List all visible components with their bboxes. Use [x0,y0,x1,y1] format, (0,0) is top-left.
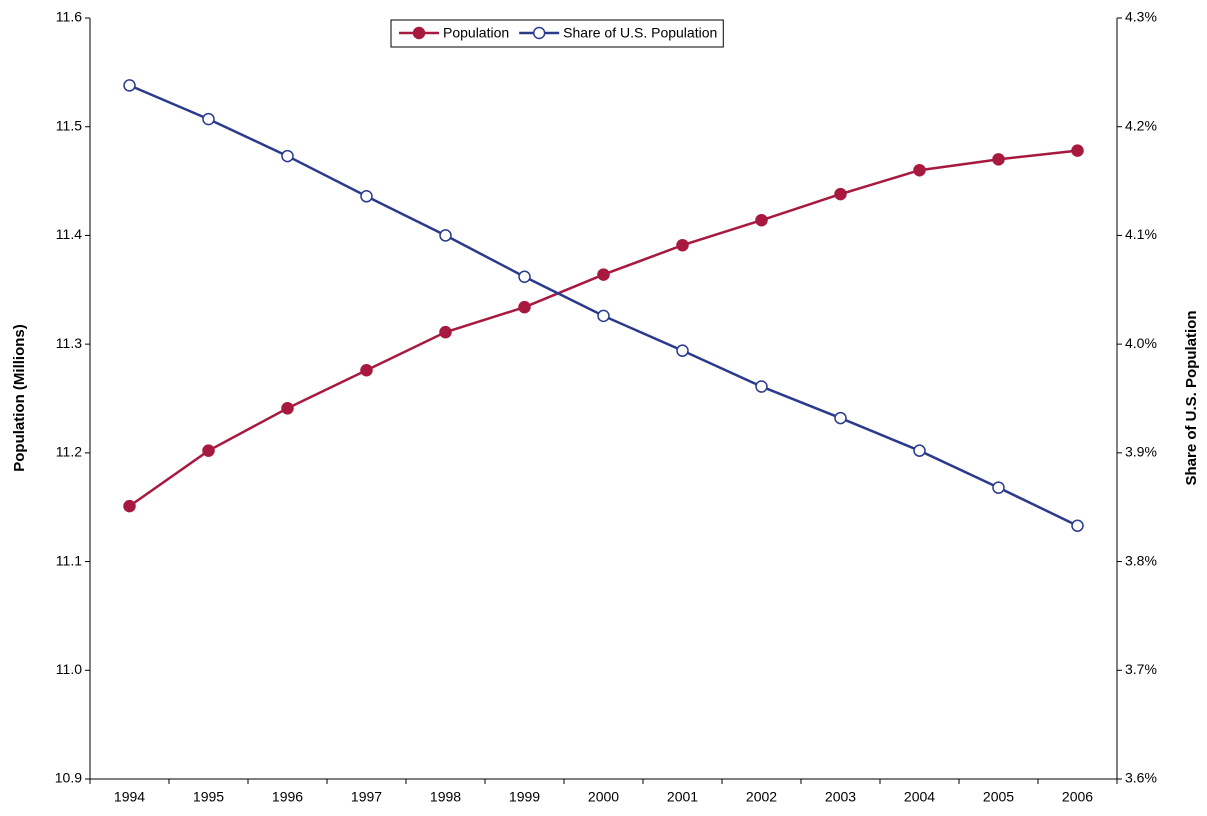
x-tick-label: 2005 [983,789,1014,805]
x-tick-label: 1996 [272,789,303,805]
data-point [281,149,294,163]
data-point [834,187,847,201]
data-point [1071,144,1084,157]
y-tick-label: 11.2 [56,444,82,460]
series-line [128,149,1078,508]
data-point [123,79,136,92]
data-point [439,229,452,242]
x-tick-label: 1997 [351,789,382,805]
data-point [281,402,294,415]
x-tick-label: 1995 [193,789,224,805]
data-point [755,380,768,393]
legend-marker [412,26,426,40]
data-point [834,411,847,425]
y2-tick-label: 3.9% [1125,444,1157,460]
y2-tick-label: 3.7% [1125,661,1157,677]
y2-tick-label: 3.8% [1125,552,1157,568]
data-point [439,325,452,339]
x-tick-label: 2001 [667,789,698,805]
data-point [755,213,768,227]
x-tick-label: 2000 [588,789,619,805]
data-point [913,444,926,457]
legend-label: Population [443,25,509,41]
data-point [518,270,531,283]
y2-tick-label: 4.0% [1125,335,1157,351]
y2-axis-title: Share of U.S. Population [1183,310,1200,485]
data-point [597,268,610,281]
y2-tick-label: 4.3% [1125,9,1157,25]
data-point [676,238,689,252]
x-tick-label: 1994 [114,789,145,805]
y-tick-label: 11.6 [56,9,82,25]
y-tick-label: 11.3 [56,335,82,351]
legend-marker [532,26,546,40]
y2-tick-label: 4.1% [1125,226,1157,242]
data-point [992,153,1005,166]
data-point [123,499,136,513]
data-point [360,363,373,377]
y2-tick-label: 4.2% [1125,117,1157,133]
data-point [518,300,531,314]
y-axis-title: Population (Millions) [11,324,28,471]
data-point [202,112,215,126]
x-tick-label: 2003 [825,789,856,805]
data-point [1071,519,1084,532]
x-tick-label: 2002 [746,789,777,805]
data-point [913,163,926,177]
data-point [676,344,689,357]
data-point [597,309,610,323]
y-tick-label: 11.5 [56,117,82,133]
y2-tick-label: 3.6% [1125,770,1157,786]
x-tick-label: 1998 [430,789,461,805]
x-tick-label: 2006 [1062,789,1093,805]
data-point [360,190,373,203]
x-tick-label: 2004 [904,789,935,805]
y-tick-label: 10.9 [55,770,82,786]
y-tick-label: 11.0 [56,661,82,677]
data-point [992,481,1005,494]
y-tick-label: 11.4 [56,226,82,242]
series-line [129,84,1079,527]
legend-label: Share of U.S. Population [563,25,717,41]
data-point [202,444,215,457]
x-tick-label: 1999 [509,789,540,805]
y-tick-label: 11.1 [56,552,82,568]
